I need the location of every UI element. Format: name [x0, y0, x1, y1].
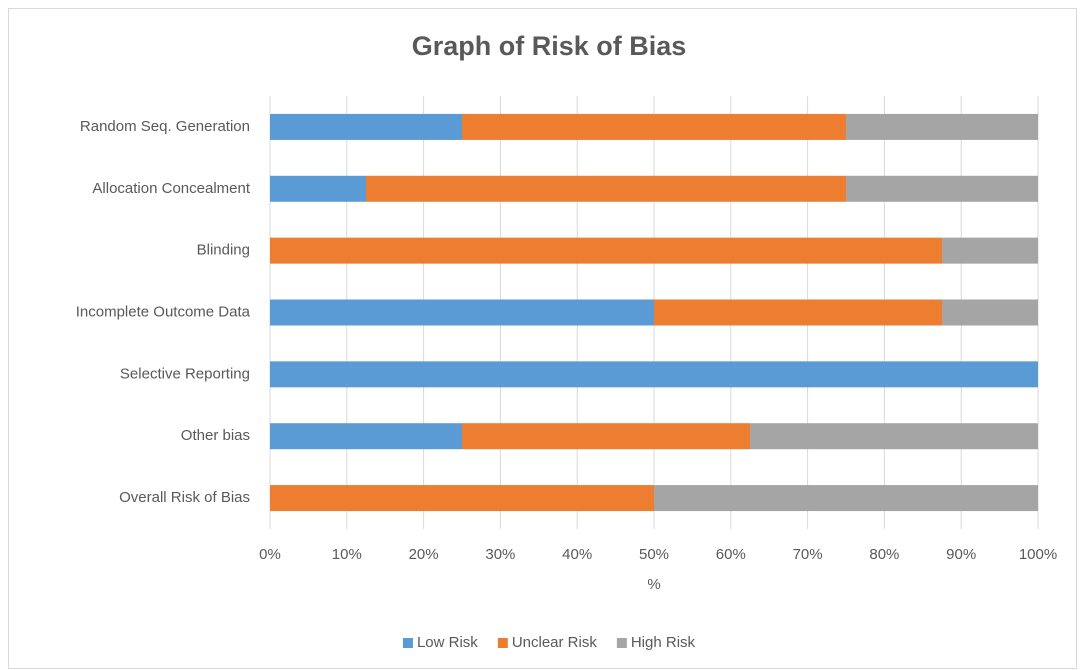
legend-label: Unclear Risk — [512, 634, 598, 651]
bar-segment — [270, 361, 1038, 388]
legend-label: Low Risk — [417, 634, 478, 651]
y-tick-label: Allocation Concealment — [92, 180, 250, 197]
legend-swatch — [497, 638, 508, 648]
y-tick-label: Blinding — [197, 242, 250, 259]
chart-title: Graph of Risk of Bias — [412, 31, 687, 61]
x-tick-label: 30% — [485, 546, 515, 563]
bar-segment — [750, 423, 1038, 450]
bar-segment — [270, 237, 942, 264]
bar-segment — [366, 175, 846, 202]
legend-swatch — [616, 638, 627, 648]
x-tick-label: 80% — [869, 546, 899, 563]
chart-area — [8, 8, 1077, 669]
x-tick-label: 90% — [946, 546, 976, 563]
x-tick-label: 50% — [639, 546, 669, 563]
bar-segment — [942, 299, 1038, 326]
x-tick-label: 0% — [259, 546, 281, 563]
x-tick-label: 60% — [716, 546, 746, 563]
bar-segment — [846, 175, 1038, 202]
x-tick-label: 100% — [1019, 546, 1057, 563]
bar-segment — [270, 113, 462, 140]
y-tick-label: Incomplete Outcome Data — [76, 303, 251, 320]
bar-segment — [462, 423, 750, 450]
bar-segment — [654, 299, 942, 326]
bar-segment — [270, 423, 462, 450]
x-axis-label: % — [647, 576, 660, 593]
legend-swatch — [402, 638, 413, 648]
x-tick-label: 10% — [332, 546, 362, 563]
y-tick-label: Other bias — [181, 427, 250, 444]
bar-segment — [270, 485, 654, 512]
bar-segment — [942, 237, 1038, 264]
bar-segment — [462, 113, 846, 140]
y-tick-label: Random Seq. Generation — [80, 118, 250, 135]
bar-segment — [270, 299, 654, 326]
legend-label: High Risk — [631, 634, 696, 651]
bar-segment — [654, 485, 1038, 512]
bar-segment — [270, 175, 366, 202]
x-tick-label: 40% — [562, 546, 592, 563]
bar-segment — [846, 113, 1038, 140]
x-tick-label: 20% — [409, 546, 439, 563]
y-tick-label: Overall Risk of Bias — [119, 489, 250, 506]
y-tick-label: Selective Reporting — [120, 365, 250, 382]
x-tick-label: 70% — [793, 546, 823, 563]
